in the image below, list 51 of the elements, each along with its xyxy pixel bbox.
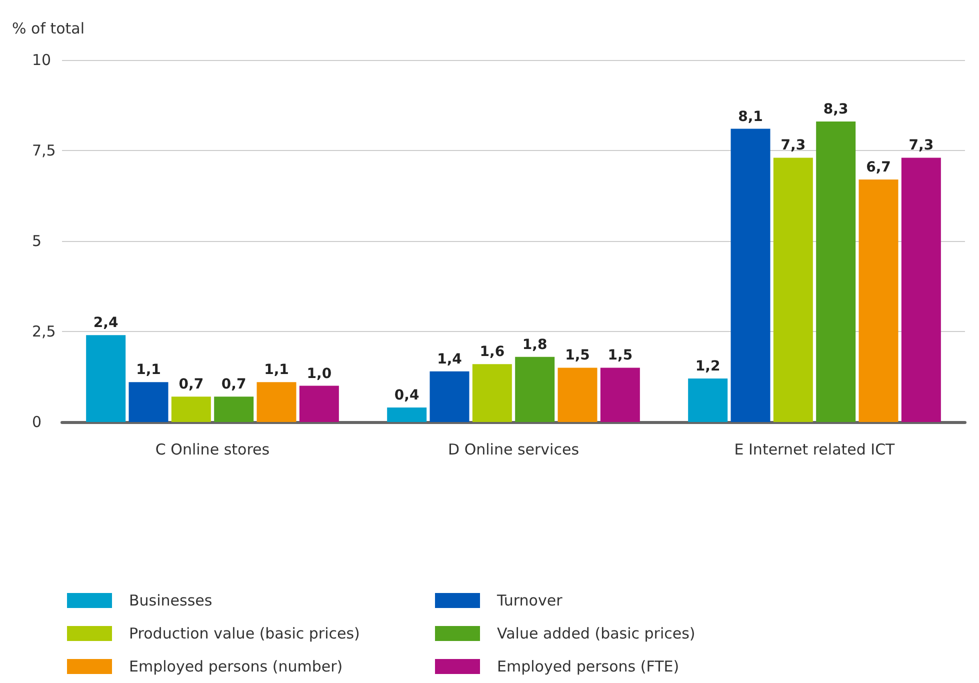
x-tick-label: E Internet related ICT: [734, 440, 896, 458]
data-label: 1,5: [608, 348, 633, 364]
y-tick-label: 10: [32, 51, 52, 69]
bar: [600, 368, 640, 422]
legend-label: Turnover: [496, 592, 564, 610]
data-label: 1,1: [264, 362, 289, 378]
bar: [515, 356, 555, 422]
bar: [256, 382, 296, 422]
bar: [472, 364, 512, 422]
x-tick-label: D Online services: [448, 440, 580, 458]
data-label: 8,3: [823, 102, 848, 118]
data-label: 1,0: [306, 366, 332, 382]
data-label: 7,3: [908, 138, 934, 154]
legend-label: Employed persons (number): [129, 658, 343, 676]
legend-label: Production value (basic prices): [129, 624, 360, 642]
data-label: 1,2: [695, 358, 720, 375]
legend-label: Businesses: [129, 592, 212, 610]
data-label: 0,4: [394, 388, 420, 404]
bar: [858, 179, 898, 422]
data-label: 8,1: [738, 108, 763, 125]
bar: [816, 122, 856, 422]
data-label: 1,5: [565, 348, 590, 364]
data-label: 1,8: [522, 336, 548, 353]
bar: [688, 378, 728, 422]
bar: [901, 158, 941, 422]
bar: [214, 396, 254, 422]
legend-label: Value added (basic prices): [497, 624, 696, 642]
bar: [387, 408, 427, 422]
data-label: 0,7: [178, 376, 204, 393]
y-tick-label: 0: [32, 413, 42, 431]
data-label: 1,4: [437, 351, 462, 368]
bar: [128, 382, 168, 422]
bar: [86, 335, 126, 422]
y-axis-title: % of total: [12, 20, 85, 38]
y-tick-label: 5: [32, 232, 42, 250]
bar: [730, 128, 770, 422]
bar: [430, 371, 470, 422]
x-tick-label: C Online stores: [155, 440, 270, 458]
data-label: 1,1: [136, 362, 161, 378]
data-label: 6,7: [866, 159, 891, 176]
bar: [171, 396, 211, 422]
data-label: 7,3: [780, 138, 806, 154]
y-tick-label: 7,5: [32, 142, 56, 160]
data-label: 0,7: [221, 376, 246, 393]
data-label: 1,6: [480, 344, 505, 360]
bar: [773, 158, 813, 422]
y-tick-label: 2,5: [32, 322, 56, 340]
bar: [299, 386, 339, 422]
legend-label: Employed persons (FTE): [497, 658, 680, 676]
bar: [558, 368, 598, 422]
data-label: 2,4: [93, 315, 118, 332]
